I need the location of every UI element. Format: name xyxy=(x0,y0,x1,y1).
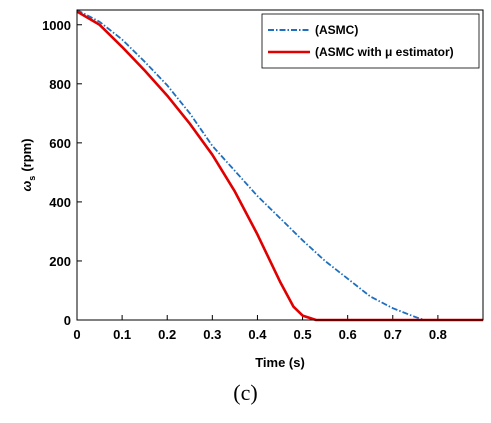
x-tick-label: 0.5 xyxy=(294,327,312,342)
y-tick-label: 0 xyxy=(64,313,71,328)
y-tick-label: 200 xyxy=(49,254,71,269)
y-axis-symbol: ω xyxy=(19,181,34,192)
x-tick-label: 0.1 xyxy=(113,327,131,342)
plot-frame xyxy=(76,9,484,321)
x-axis-title: Time (s) xyxy=(255,355,305,370)
y-axis-unit: (rpm) xyxy=(19,138,34,171)
y-tick-label: 800 xyxy=(49,77,71,92)
legend-label-asmc: (ASMC) xyxy=(315,23,358,37)
y-tick-label: 600 xyxy=(49,136,71,151)
x-tick-label: 0.7 xyxy=(384,327,402,342)
y-axis-title: ωs (rpm) xyxy=(19,138,37,191)
x-tick-label: 0 xyxy=(73,327,80,342)
x-tick-label: 0.4 xyxy=(248,327,267,342)
y-tick-label: 1000 xyxy=(42,18,71,33)
x-tick-label: 0.8 xyxy=(429,327,447,342)
y-axis-subscript: s xyxy=(27,176,37,181)
svg-text:ωs(rpm): ωs (rpm) xyxy=(19,138,37,191)
series-line-asmc xyxy=(76,9,483,321)
x-tick-label: 0.6 xyxy=(339,327,357,342)
legend: (ASMC) (ASMC with μ estimator) xyxy=(261,13,480,69)
legend-label-asmc-mu: (ASMC with μ estimator) xyxy=(315,45,454,59)
x-tick-label: 0.3 xyxy=(203,327,221,342)
y-tick-label: 400 xyxy=(49,195,71,210)
axis-ticks: 0 0.1 0.2 0.3 0.4 0.5 0.6 0.7 0.8 0 200 400 600 800 10… xyxy=(42,18,447,342)
figure-caption: (c) xyxy=(233,380,258,405)
legend-box xyxy=(261,13,480,69)
x-tick-label: 0.2 xyxy=(158,327,176,342)
